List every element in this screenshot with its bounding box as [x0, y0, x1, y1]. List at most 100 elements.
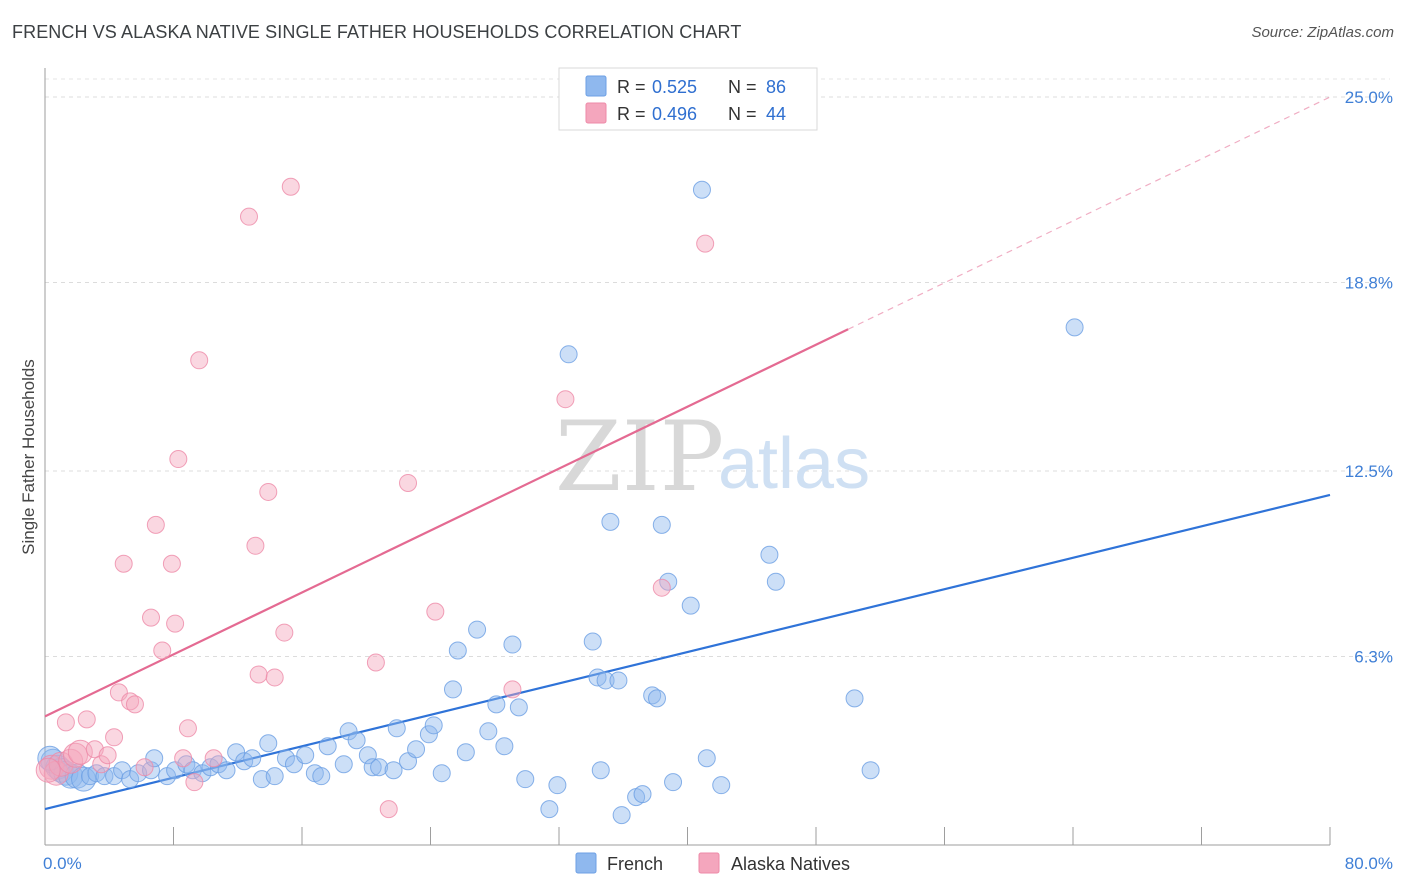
stats-r-label-alaska: R = [617, 104, 646, 124]
point-alaska-10 [98, 746, 117, 765]
point-french-70 [633, 785, 652, 804]
point-alaska-37 [399, 473, 418, 492]
point-french-41 [370, 758, 389, 777]
point-french-46 [419, 725, 438, 744]
point-french-6 [71, 766, 97, 792]
point-alaska-34 [281, 177, 300, 196]
legend-label-alaska: Alaska Natives [731, 854, 850, 874]
watermark-atlas: atlas [718, 424, 870, 504]
x-tick-label-0: 0.0% [43, 854, 82, 873]
point-french-45 [407, 740, 426, 759]
point-french-75 [664, 773, 683, 792]
point-alaska-22 [169, 450, 188, 469]
point-french-57 [509, 698, 528, 717]
data-points [35, 177, 1084, 825]
point-french-23 [217, 761, 236, 780]
point-alaska-27 [204, 749, 223, 768]
point-alaska-40 [556, 390, 575, 409]
point-alaska-20 [162, 554, 181, 573]
point-alaska-7 [77, 710, 96, 729]
point-alaska-32 [265, 668, 284, 687]
point-french-62 [583, 632, 602, 651]
point-alaska-31 [259, 482, 278, 501]
trend-lines [44, 96, 1331, 811]
point-french-51 [456, 743, 475, 762]
point-french-59 [540, 800, 559, 819]
point-french-64 [596, 671, 615, 690]
point-alaska-23 [174, 749, 193, 768]
y-axis-label: Single Father Households [19, 359, 38, 555]
legend-swatch-french [575, 852, 597, 874]
legend-label-french: French [607, 854, 663, 874]
point-french-82 [845, 689, 864, 708]
point-french-39 [358, 746, 377, 765]
chart-title: FRENCH VS ALASKA NATIVE SINGLE FATHER HO… [12, 22, 742, 42]
point-alaska-36 [379, 800, 398, 819]
point-alaska-15 [125, 695, 144, 714]
point-alaska-19 [153, 641, 172, 660]
x-tick-label-1: 80.0% [1345, 854, 1393, 873]
point-french-71 [643, 686, 662, 705]
point-alaska-25 [185, 773, 204, 792]
y-tick-label-0: 6.3% [1354, 648, 1393, 667]
point-french-15 [145, 749, 164, 768]
point-alaska-33 [275, 623, 294, 642]
point-french-26 [243, 749, 262, 768]
point-french-36 [334, 755, 353, 774]
point-french-38 [347, 731, 366, 750]
point-french-52 [468, 620, 487, 639]
point-alaska-2 [48, 751, 74, 777]
point-french-61 [559, 345, 578, 364]
y-tick-label-2: 18.8% [1345, 274, 1393, 293]
point-french-29 [265, 767, 284, 786]
point-alaska-9 [92, 755, 111, 774]
point-alaska-16 [135, 758, 154, 777]
stats-n-value-alaska: 44 [766, 104, 786, 124]
stats-swatch-french [585, 75, 607, 97]
trend-line-alaska-projection [847, 96, 1331, 330]
point-alaska-17 [142, 608, 161, 627]
point-french-28 [259, 734, 278, 753]
tick-labels: 6.3% 12.5% 18.8% 25.0% 0.0% 80.0% [43, 88, 1393, 873]
trend-line-alaska [44, 328, 849, 718]
legend: French Alaska Natives [575, 852, 850, 874]
point-alaska-11 [105, 728, 124, 747]
point-french-67 [612, 806, 631, 825]
point-french-68 [609, 671, 628, 690]
point-alaska-26 [190, 351, 209, 370]
trend-line-french [44, 493, 1331, 811]
point-alaska-38 [426, 602, 445, 621]
point-french-43 [387, 719, 406, 738]
stats-r-value-french: 0.525 [652, 77, 697, 97]
point-french-80 [760, 545, 779, 564]
point-alaska-41 [652, 578, 671, 597]
point-french-65 [591, 761, 610, 780]
point-alaska-43 [35, 757, 61, 783]
stats-r-value-alaska: 0.496 [652, 104, 697, 124]
point-french-48 [432, 764, 451, 783]
point-alaska-5 [63, 742, 89, 768]
stats-n-value-french: 86 [766, 77, 786, 97]
point-french-34 [312, 767, 331, 786]
stats-box: R = 0.525 N = 86 R = 0.496 N = 44 [558, 67, 818, 131]
point-french-66 [601, 512, 620, 531]
point-french-50 [448, 641, 467, 660]
stats-n-label-french: N = [728, 77, 757, 97]
point-alaska-30 [249, 665, 268, 684]
point-french-40 [363, 758, 382, 777]
point-french-60 [548, 776, 567, 795]
point-french-76 [681, 596, 700, 615]
stats-swatch-alaska [585, 102, 607, 124]
point-french-84 [1065, 318, 1084, 337]
point-alaska-13 [114, 554, 133, 573]
point-alaska-28 [239, 207, 258, 226]
point-french-72 [647, 689, 666, 708]
point-french-77 [692, 180, 711, 199]
source-note: Source: ZipAtlas.com [1251, 24, 1394, 41]
point-french-53 [479, 722, 498, 741]
point-french-47 [424, 716, 443, 735]
point-alaska-3 [56, 713, 75, 732]
y-tick-label-3: 25.0% [1345, 88, 1393, 107]
point-alaska-18 [146, 515, 165, 534]
watermark: ZIP atlas [555, 401, 870, 513]
